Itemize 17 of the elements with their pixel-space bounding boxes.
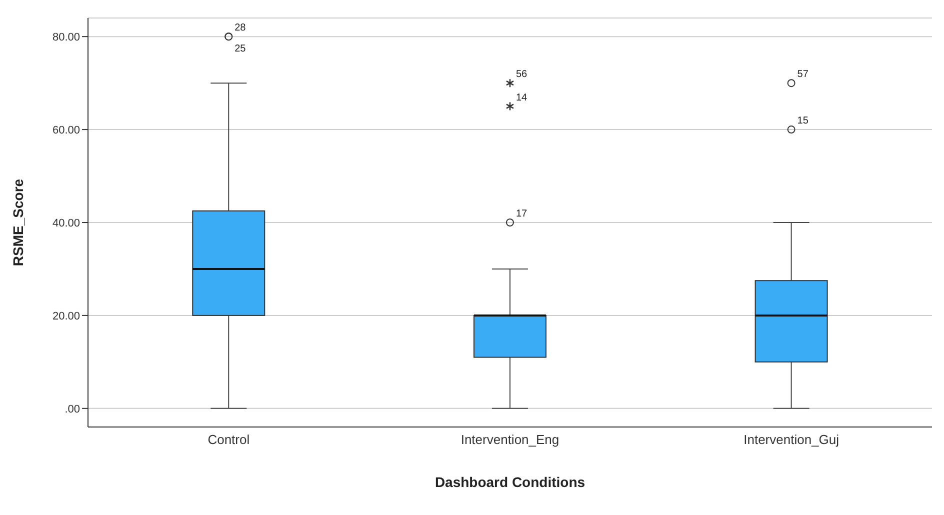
annotation: 57 (797, 69, 809, 80)
x-tick-label: Intervention_Eng (460, 432, 560, 448)
annotation: 17 (516, 208, 528, 220)
y-tick-label: 80.00 (52, 31, 80, 44)
annotation: 28 (234, 22, 246, 34)
annotation: 14 (516, 92, 528, 104)
y-axis-title: RSME_Score (10, 178, 26, 266)
annotation: 25 (234, 44, 246, 55)
y-tick-label: 60.00 (52, 124, 80, 136)
x-axis-title: Dashboard Conditions (434, 474, 586, 490)
annotation: 15 (797, 116, 809, 127)
x-tick-label: Control (208, 432, 250, 448)
x-tick-label: Intervention_Guj (744, 432, 840, 448)
y-tick-label: 20.00 (52, 310, 80, 322)
y-tick-label: 40.00 (52, 217, 80, 230)
y-tick-label: .00 (64, 403, 80, 416)
annotation: 56 (516, 69, 528, 80)
